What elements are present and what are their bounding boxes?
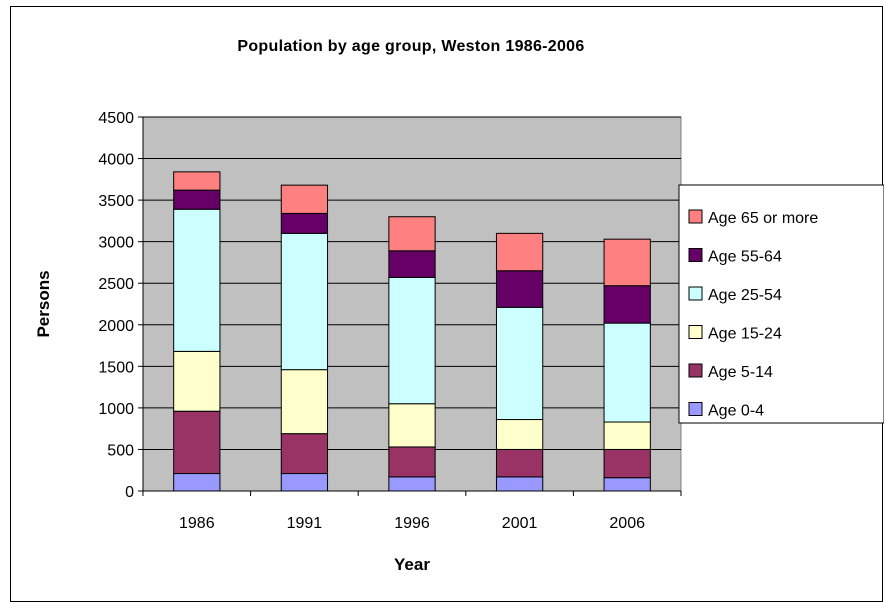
x-axis-title: Year xyxy=(394,555,430,574)
bar-segment-age-5-14 xyxy=(280,433,329,475)
bar-segment-age-55-64 xyxy=(603,285,651,324)
legend: Age 65 or more Age 55-64 Age 25-54 Age 15-2… xyxy=(678,184,884,424)
y-tick-label: 500 xyxy=(107,442,134,459)
legend-swatch xyxy=(688,402,703,416)
x-tick-label: 1996 xyxy=(394,515,430,532)
bar-segment-age-25-54 xyxy=(173,208,221,352)
bar-segment-age-0-4 xyxy=(280,473,329,492)
bar-segment-age-55-64 xyxy=(173,189,221,210)
bar-segment-age-65-or-more xyxy=(495,232,544,272)
bar-segment-age-0-4 xyxy=(603,477,651,492)
legend-label: Age 55-64 xyxy=(708,249,782,266)
x-tick-label: 2006 xyxy=(609,515,645,532)
legend-swatch xyxy=(688,209,703,224)
bar-segment-age-25-54 xyxy=(280,232,329,371)
y-tick-label: 3500 xyxy=(98,193,134,210)
y-tick-label: 1500 xyxy=(98,359,134,376)
legend-label: Age 5-14 xyxy=(708,364,773,381)
bar-segment-age-65-or-more xyxy=(173,171,221,191)
bar-segment-age-55-64 xyxy=(388,250,436,278)
legend-swatch xyxy=(688,325,703,339)
y-axis-title: Persons xyxy=(34,270,53,337)
bar-segment-age-5-14 xyxy=(388,446,436,478)
legend-label: Age 0-4 xyxy=(708,403,764,420)
chart-title: Population by age group, Weston 1986-200… xyxy=(237,38,584,55)
bar-segment-age-55-64 xyxy=(495,270,544,308)
y-tick-label: 3000 xyxy=(98,235,134,252)
x-tick-label: 2001 xyxy=(502,515,538,532)
bar-segment-age-15-24 xyxy=(173,350,221,412)
bar-segment-age-25-54 xyxy=(388,276,436,405)
bar-segment-age-15-24 xyxy=(603,421,651,450)
legend-swatch xyxy=(688,363,703,378)
bar-segment-age-0-4 xyxy=(495,476,544,492)
chart-frame: Population by age group, Weston 1986-200… xyxy=(10,6,884,602)
legend-label: Age 25-54 xyxy=(708,287,782,304)
y-tick-label: 0 xyxy=(125,484,134,501)
x-tick-label: 1991 xyxy=(287,515,323,532)
bar-segment-age-65-or-more xyxy=(280,184,329,214)
legend-box xyxy=(678,184,884,424)
bar-segment-age-15-24 xyxy=(280,369,329,435)
stacked-bar-chart: Population by age group, Weston 1986-200… xyxy=(34,38,884,574)
bar-segment-age-25-54 xyxy=(603,322,651,423)
y-tick-label: 1000 xyxy=(98,401,134,418)
y-tick-label: 2500 xyxy=(98,276,134,293)
bar-segment-age-0-4 xyxy=(388,476,436,492)
legend-swatch xyxy=(688,248,703,262)
x-tick-label: 1986 xyxy=(179,515,215,532)
legend-label: Age 65 or more xyxy=(708,210,818,227)
y-tick-label: 2000 xyxy=(98,318,134,335)
bar-segment-age-65-or-more xyxy=(603,238,651,287)
y-tick-label: 4500 xyxy=(98,110,134,127)
bars xyxy=(173,171,651,492)
bar-segment-age-25-54 xyxy=(495,306,544,421)
bar-segment-age-5-14 xyxy=(173,410,221,475)
bar-segment-age-55-64 xyxy=(280,212,329,234)
bar-segment-age-5-14 xyxy=(603,448,651,479)
bar-segment-age-65-or-more xyxy=(388,216,436,252)
bar-segment-age-15-24 xyxy=(495,419,544,450)
bar-segment-age-15-24 xyxy=(388,403,436,448)
bar-segment-age-5-14 xyxy=(495,448,544,478)
bar-segment-age-0-4 xyxy=(173,473,221,492)
legend-swatch xyxy=(688,286,703,301)
axes: 0 500 1000 1500 2000 2500 3000 3500 4000 4500 1986… xyxy=(98,110,682,532)
legend-label: Age 15-24 xyxy=(708,326,782,343)
y-tick-label: 4000 xyxy=(98,152,134,169)
